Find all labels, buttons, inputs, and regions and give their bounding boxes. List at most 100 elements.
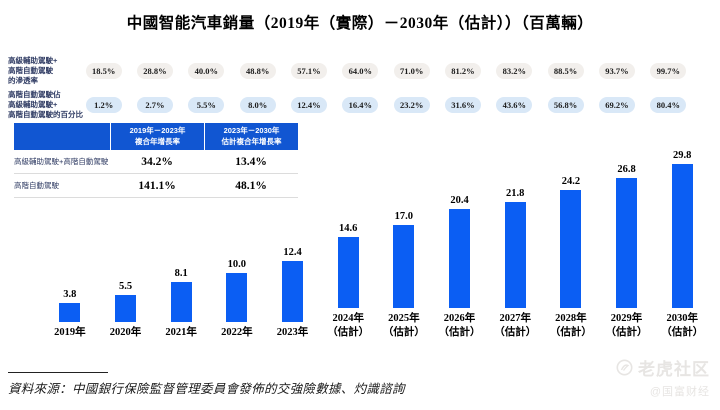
bar	[393, 225, 415, 308]
bar-column: 20.4 2026年 （估計）	[432, 150, 488, 339]
x-axis-label: 2023年	[277, 326, 309, 340]
bar-column: 29.8 2030年 （估計）	[654, 150, 710, 339]
bar-stack: 29.8	[671, 150, 693, 308]
bar-value-label: 20.4	[450, 194, 469, 206]
tiger-logo-icon	[616, 359, 633, 376]
x-label-line: （估計）	[549, 326, 592, 338]
x-label-line: 2025年	[388, 313, 420, 324]
bar-stack: 26.8	[616, 150, 638, 308]
percent-badge: 88.5%	[547, 63, 584, 79]
x-label-line: 2026年	[443, 313, 476, 324]
bar-column: 5.5 2020年	[98, 164, 154, 340]
bar-column: 14.6 2024年 （估計）	[320, 150, 376, 339]
x-label-line: 2020年	[109, 326, 142, 338]
x-label-line: 2023年	[276, 326, 309, 338]
bar-value-label: 8.1	[174, 268, 188, 280]
bar-stack: 5.5	[115, 164, 136, 322]
percent-badge: 69.2%	[598, 97, 635, 113]
bar	[115, 294, 136, 322]
bar-stack: 20.4	[449, 150, 471, 308]
bar-stack: 12.4	[282, 164, 304, 322]
table-row: 高級輔助駕駛+高階自動駕駛 34.2% 13.4%	[14, 150, 298, 174]
x-axis-label: 2021年	[165, 326, 197, 340]
percent-badge: 12.4%	[290, 97, 327, 113]
label-line: 高階自動駕駛佔	[8, 89, 61, 99]
header-line: 2019年－2023年	[129, 125, 186, 135]
percent-badge: 93.7%	[598, 63, 635, 79]
bar	[170, 282, 192, 322]
x-label-line: （估計）	[605, 326, 648, 338]
percent-badge: 83.2%	[496, 63, 533, 79]
percent-badge: 18.5%	[85, 63, 122, 79]
percent-cell: 23.2%	[386, 97, 437, 113]
x-label-line: 2022年	[221, 326, 253, 338]
label-line: 高級輔助駕駛+	[8, 55, 58, 65]
percent-badge: 8.0%	[239, 97, 276, 113]
percent-cell: 48.8%	[232, 63, 283, 79]
watermark-brand-row: 老虎社区	[616, 355, 710, 380]
bar-stack: 14.6	[337, 150, 359, 308]
percent-cell: 28.8%	[129, 63, 180, 79]
x-label-line: （估計）	[438, 326, 481, 338]
header-line: 估計複合年增長率	[221, 136, 282, 146]
x-axis-label: 2025年 （估計）	[383, 312, 425, 339]
bar-stack: 10.0	[226, 164, 248, 322]
table-cell-value: 48.1%	[235, 179, 267, 192]
percent-cell: 64.0%	[335, 63, 386, 79]
x-label-line: 2019年	[54, 326, 86, 338]
percent-cell: 69.2%	[591, 97, 642, 113]
percent-badge: 43.6%	[496, 97, 533, 113]
percent-badge: 1.2%	[85, 97, 122, 113]
bar	[337, 237, 359, 308]
percent-row-label: 高級輔助駕駛+ 高階自動駕駛 的滲透率	[8, 56, 78, 86]
bar-value-label: 3.8	[63, 289, 77, 301]
watermark-brand: 老虎社区	[638, 360, 710, 379]
percent-badge: 40.0%	[188, 63, 225, 79]
cagr-table-body: 高級輔助駕駛+高階自動駕駛 34.2% 13.4% 高階自動駕駛 141.1% 48.1%	[14, 150, 298, 198]
bar-column: 21.8 2027年 （估計）	[487, 150, 543, 339]
percent-badge: 5.5%	[188, 97, 225, 113]
bar-value-label: 14.6	[339, 223, 358, 234]
percent-cell: 1.2%	[78, 97, 129, 113]
bar	[560, 190, 582, 308]
percent-cell: 80.4%	[643, 97, 694, 113]
cagr-table: 2019年－2023年 複合年增長率 2023年－2030年 估計複合年增長率 …	[14, 123, 298, 198]
x-axis-label: 2028年 （估計）	[550, 312, 592, 339]
bar	[504, 201, 526, 308]
x-label-line: 2027年	[499, 313, 531, 324]
cagr-table-header-col-2023-2030: 2023年－2030年 估計複合年增長率	[204, 123, 298, 150]
bar	[226, 272, 248, 322]
bar-value-label: 21.8	[506, 187, 525, 199]
x-label-line: 2021年	[165, 326, 197, 338]
bar-stack: 3.8	[59, 164, 81, 322]
percent-cell: 2.7%	[129, 97, 180, 113]
x-axis-label: 2022年	[221, 326, 253, 340]
bar	[282, 261, 304, 322]
x-axis-label: 2027年 （估計）	[494, 312, 536, 339]
percent-badge: 81.2%	[444, 63, 481, 79]
percent-badge: 80.4%	[650, 97, 687, 113]
bar-column: 24.2 2028年 （估計）	[543, 150, 599, 339]
table-cell-value: 13.4%	[235, 155, 267, 168]
percent-cell: 71.0%	[386, 63, 437, 79]
x-label-line: （估計）	[327, 326, 370, 338]
percent-cell: 57.1%	[283, 63, 334, 79]
source-note: 資料來源：中國銀行保險監督管理委員會發佈的交強險數據、灼識諮詢	[8, 382, 405, 396]
source-divider	[8, 372, 108, 373]
percent-cell: 40.0%	[181, 63, 232, 79]
x-axis-label: 2019年	[54, 326, 86, 340]
bar-column: 10.0 2022年	[209, 164, 265, 340]
table-row: 高階自動駕駛 141.1% 48.1%	[14, 174, 298, 198]
cagr-table-header: 2019年－2023年 複合年增長率 2023年－2030年 估計複合年增長率	[14, 123, 298, 150]
table-row-label: 高級輔助駕駛+高階自動駕駛	[14, 157, 109, 166]
watermark-handle: @国富财经	[649, 386, 710, 398]
bar-stack: 21.8	[504, 150, 526, 308]
percent-cell: 81.2%	[437, 63, 488, 79]
table-cell-value: 34.2%	[141, 155, 173, 168]
percent-badge: 23.2%	[393, 97, 430, 113]
percent-badge: 48.8%	[239, 63, 276, 79]
label-line: 的滲透率	[8, 76, 38, 86]
percent-badge: 71.0%	[393, 63, 430, 79]
x-axis-label: 2020年	[110, 326, 142, 340]
